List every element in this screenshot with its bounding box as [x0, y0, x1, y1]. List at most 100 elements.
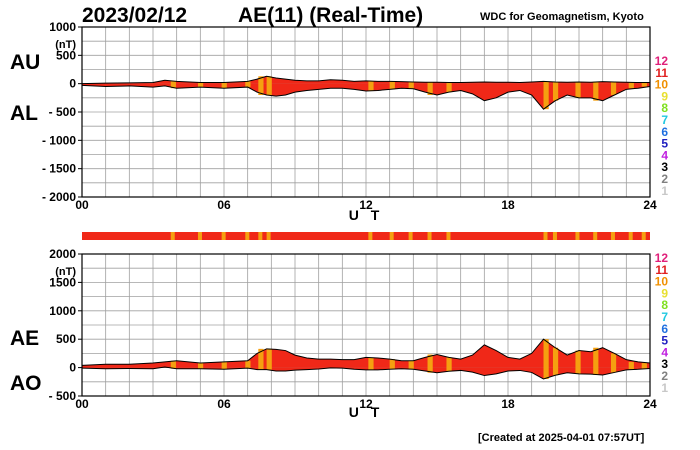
station-count-label: 8: [661, 298, 668, 312]
missing-station-stripe: [641, 363, 647, 369]
status-bar-gap: [221, 232, 226, 240]
station-count-label: 2: [661, 369, 668, 383]
missing-station-stripe: [258, 76, 264, 95]
station-count-label: 12: [655, 54, 669, 68]
area-ao: [82, 367, 650, 379]
chart-title: AE(11) (Real-Time): [238, 4, 424, 27]
missing-station-stripe: [593, 347, 599, 375]
missing-station-stripe: [221, 82, 227, 89]
y-tick-label: 500: [56, 48, 76, 62]
station-count-label: 9: [661, 286, 668, 300]
line-au: [81, 75, 650, 85]
status-bar-gap: [245, 232, 250, 240]
missing-station-stripe: [543, 339, 549, 379]
status-bar-gap: [197, 232, 202, 240]
missing-station-stripe: [575, 350, 581, 374]
status-bar-gap: [408, 232, 413, 240]
missing-station-stripe: [628, 361, 634, 370]
line-al: [81, 84, 651, 110]
station-count-label: 1: [661, 381, 668, 395]
status-bar-gap: [552, 232, 557, 240]
status-bar-gap: [593, 232, 598, 240]
missing-station-stripe: [221, 361, 227, 370]
missing-station-stripe: [197, 82, 204, 88]
y-tick-label: 1000: [49, 20, 76, 34]
line-ao: [81, 366, 651, 380]
station-count-label: 4: [661, 148, 668, 162]
y-tick-label: - 1500: [42, 162, 76, 176]
station-count-label: 2: [661, 172, 668, 186]
missing-station-stripe: [552, 347, 559, 376]
x-tick-label: 12: [359, 198, 373, 212]
station-count-label: 8: [661, 101, 668, 115]
status-bar-gap: [575, 232, 580, 240]
status-bar-gap: [427, 232, 432, 240]
au-label: AU: [10, 51, 41, 74]
missing-station-stripe: [245, 360, 251, 369]
missing-station-stripe: [427, 354, 433, 373]
x-tick-label: 00: [75, 198, 89, 212]
status-bar-gap: [446, 232, 451, 240]
area-al: [82, 83, 650, 110]
station-count-label: 3: [661, 160, 668, 174]
y-tick-label: 1500: [49, 275, 76, 289]
y-tick-label: - 500: [49, 105, 77, 119]
area-ae: [82, 339, 650, 368]
status-bar-gap: [610, 232, 615, 240]
status-bar-gap: [641, 232, 646, 240]
missing-station-stripe: [610, 353, 617, 373]
organization-label: WDC for Geomagnetism, Kyoto: [480, 11, 644, 23]
status-bar-gap: [628, 232, 633, 240]
y-tick-label: - 500: [49, 389, 77, 403]
ao-label: AO: [10, 372, 42, 395]
missing-station-stripe: [610, 81, 617, 95]
station-count-label: 9: [661, 89, 668, 103]
missing-station-stripe: [628, 82, 634, 89]
station-count-label: 10: [655, 275, 669, 289]
x-tick-label: 06: [217, 397, 231, 411]
missing-station-stripe: [170, 81, 176, 89]
x-axis-label: U T: [349, 207, 384, 223]
station-status-bar: [82, 232, 650, 240]
missing-station-stripe: [552, 81, 559, 101]
status-bar-gap: [170, 232, 175, 240]
missing-station-stripe: [170, 360, 176, 369]
status-bar-gap: [368, 232, 373, 240]
missing-station-stripe: [389, 359, 395, 370]
missing-station-stripe: [427, 82, 433, 95]
plot-frame: [81, 253, 651, 397]
status-bar-gap: [258, 232, 263, 240]
missing-station-stripe: [368, 357, 374, 370]
missing-station-stripe: [197, 363, 204, 369]
missing-station-stripe: [408, 360, 414, 370]
station-count-label: 6: [661, 322, 668, 336]
date-label: 2023/02/12: [82, 4, 188, 27]
x-tick-label: 06: [217, 198, 231, 212]
station-count-label: 1: [661, 184, 668, 198]
missing-station-stripe: [258, 348, 264, 370]
x-tick-label: 00: [75, 397, 89, 411]
y-tick-label: - 2000: [42, 190, 76, 204]
missing-station-stripe: [245, 81, 251, 88]
station-count-label: 4: [661, 345, 668, 359]
station-count-label: 6: [661, 125, 668, 139]
x-tick-label: 24: [643, 198, 657, 212]
status-bar-gap: [266, 232, 271, 240]
missing-station-stripe: [266, 76, 272, 95]
station-count-label: 7: [661, 113, 668, 127]
missing-station-stripe: [446, 357, 452, 372]
station-count-label: 12: [655, 251, 669, 265]
station-count-label: 10: [655, 78, 669, 92]
status-bar-gap: [543, 232, 548, 240]
x-axis-label: U T: [349, 404, 384, 420]
missing-station-stripe: [593, 81, 599, 101]
y-tick-label: 1000: [49, 304, 76, 318]
station-count-label: 11: [655, 263, 668, 277]
station-count-label: 3: [661, 357, 668, 371]
missing-station-stripe: [543, 81, 549, 110]
x-tick-label: 18: [501, 397, 515, 411]
unit-label: (nT): [55, 266, 76, 278]
created-timestamp: [Created at 2025-04-01 07:57UT]: [478, 432, 645, 444]
